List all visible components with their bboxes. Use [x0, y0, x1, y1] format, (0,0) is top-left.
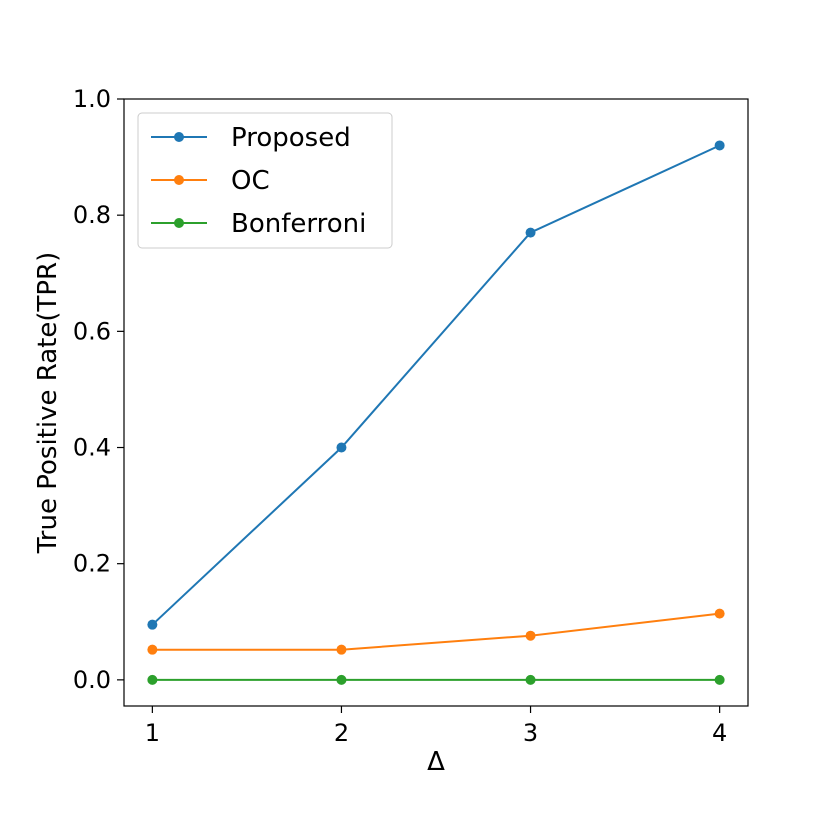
series-line — [152, 612, 720, 651]
data-point — [147, 674, 158, 685]
legend-swatch-marker — [174, 175, 184, 185]
data-point — [525, 674, 536, 685]
legend-entry: Bonferroni — [151, 209, 366, 239]
series-line — [151, 144, 721, 626]
legend-entry: OC — [151, 166, 270, 196]
y-axis-label: True Positive Rate(TPR) — [33, 252, 63, 555]
series-oc — [147, 608, 725, 655]
x-tick-label: 4 — [712, 719, 727, 747]
data-point — [525, 630, 536, 641]
data-point — [336, 442, 347, 453]
ticks-layer: 1 2 3 4 0.0 0.2 0.4 0.6 0.8 1.0 — [73, 85, 727, 747]
x-axis-label: Δ — [427, 747, 445, 777]
series-layer — [147, 140, 725, 685]
data-point — [525, 227, 536, 238]
legend: Proposed OC Bonferroni — [137, 112, 393, 249]
data-point — [714, 140, 725, 151]
x-tick-label: 3 — [523, 719, 538, 747]
series-bonferroni — [147, 674, 725, 685]
data-point — [714, 674, 725, 685]
legend-swatch-marker — [174, 218, 184, 228]
legend-label: Proposed — [231, 123, 351, 153]
data-point — [147, 644, 158, 655]
legend-box — [137, 112, 393, 249]
legend-label: Bonferroni — [231, 209, 366, 239]
y-tick-label: 0.4 — [73, 434, 111, 462]
y-tick-label: 0.6 — [73, 317, 111, 345]
x-tick-label: 2 — [334, 719, 349, 747]
legend-entry: Proposed — [151, 123, 351, 153]
legend-swatch-marker — [174, 132, 184, 142]
data-point — [147, 619, 158, 630]
legend-label: OC — [231, 166, 270, 196]
plot-frame — [123, 98, 749, 707]
y-tick-label: 0.2 — [73, 550, 111, 578]
data-point — [336, 644, 347, 655]
y-tick-label: 1.0 — [73, 85, 111, 113]
data-point — [336, 674, 347, 685]
x-tick-label: 1 — [145, 719, 160, 747]
y-tick-label: 0.0 — [73, 666, 111, 694]
data-point — [714, 608, 725, 619]
series-proposed — [147, 140, 725, 630]
y-tick-label: 0.8 — [73, 201, 111, 229]
